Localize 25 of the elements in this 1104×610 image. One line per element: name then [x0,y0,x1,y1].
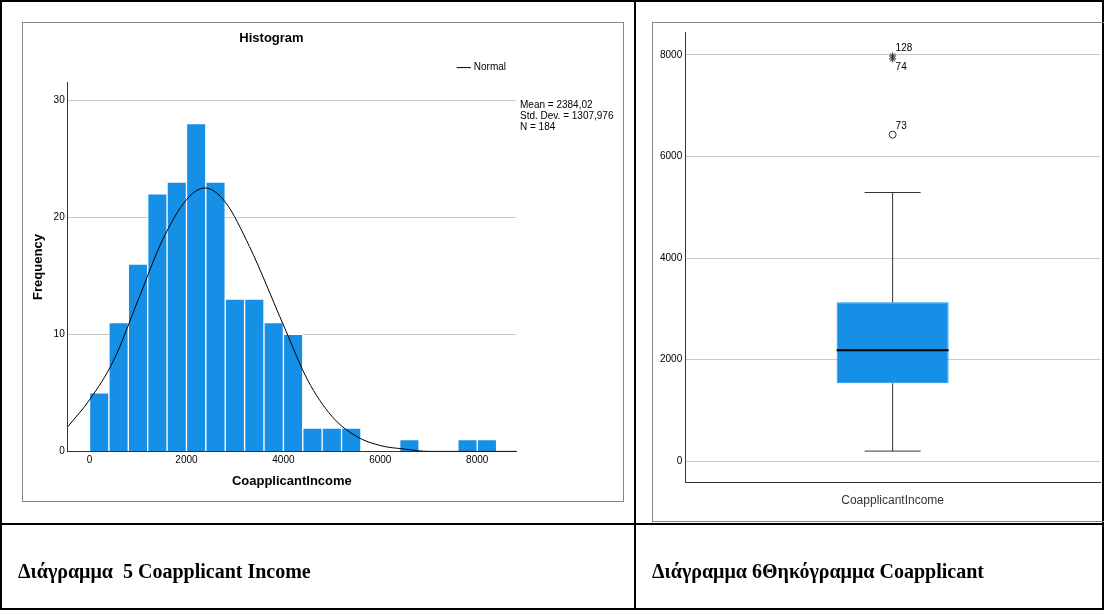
y-tick-label: 4000 [660,251,683,263]
annotation: 73 [895,120,908,132]
y-tick-label: 8000 [660,48,683,60]
text: N = 184 [520,121,556,133]
legend-label: Normal [473,61,507,73]
x-tick-label: 6000 [369,454,392,466]
y-tick-label: 0 [59,445,66,457]
y-tick-label: 6000 [660,150,683,162]
text: Std. Dev. = 1307,976 [520,110,614,122]
text: Διάγραμμα 5 Coapplicant Income [2,523,634,608]
y-tick-label: 10 [53,328,66,340]
text: Mean = 2384,02 [520,99,593,111]
x-tick-label: 2000 [175,454,199,466]
y-tick-label: 2000 [660,353,683,365]
chart-title: Histogram [239,30,304,46]
x-tick-label: 0 [86,454,93,466]
y-axis-title: Frequency [30,233,46,300]
x-tick-label: 8000 [466,454,489,466]
y-tick-label: 30 [53,93,66,105]
annotation: 128 [895,41,913,53]
x-axis-title: CoapplicantIncome [231,472,352,488]
x-tick-label: 4000 [272,454,295,466]
annotation: 74 [895,60,908,72]
text: Διάγραμμα 6Θηκόγραμμα Coapplicant [636,523,1102,608]
y-tick-label: 20 [53,210,66,222]
